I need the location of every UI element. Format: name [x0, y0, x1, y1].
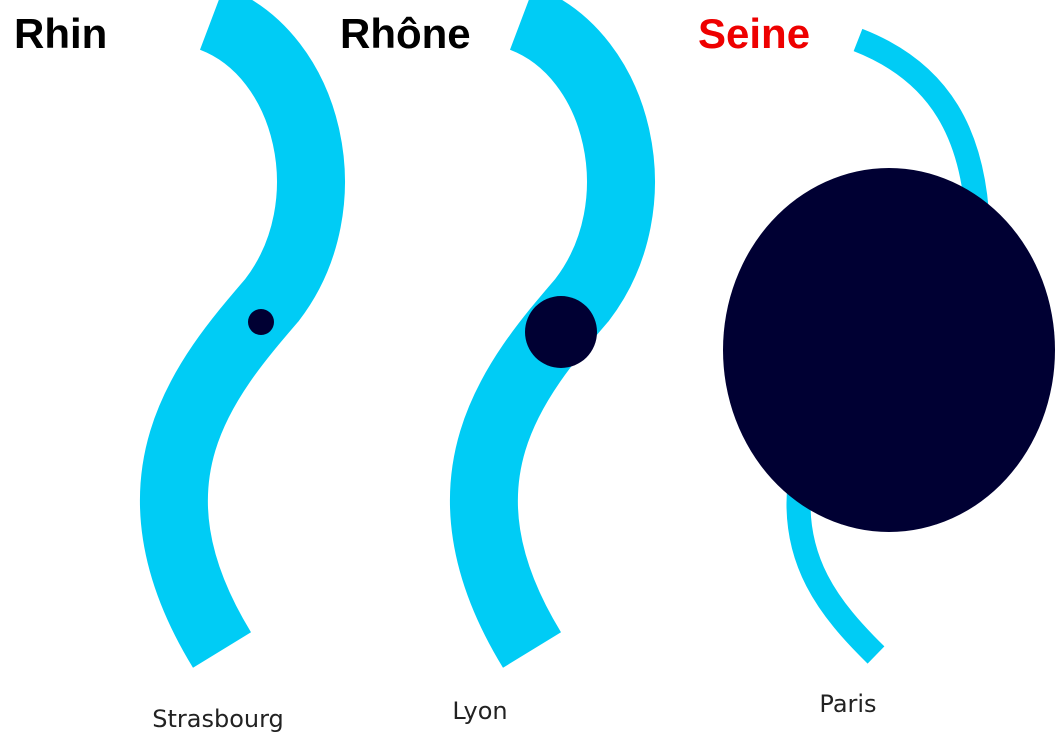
river-title: Seine — [698, 10, 810, 57]
city-dot-paris — [723, 168, 1055, 532]
river-rhone — [449, 0, 655, 668]
city-label: Strasbourg — [152, 705, 284, 732]
river-rhin — [139, 0, 345, 668]
city-dot-strasbourg — [248, 309, 274, 335]
river-title: Rhône — [340, 10, 471, 57]
river-title: Rhin — [14, 10, 107, 57]
city-label: Paris — [819, 690, 876, 718]
city-dot-lyon — [525, 296, 597, 368]
city-label: Lyon — [452, 697, 507, 725]
